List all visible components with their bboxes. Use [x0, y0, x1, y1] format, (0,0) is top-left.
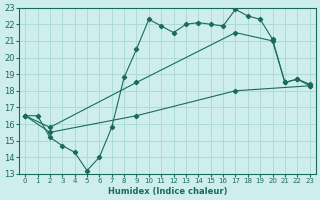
X-axis label: Humidex (Indice chaleur): Humidex (Indice chaleur) [108, 187, 227, 196]
